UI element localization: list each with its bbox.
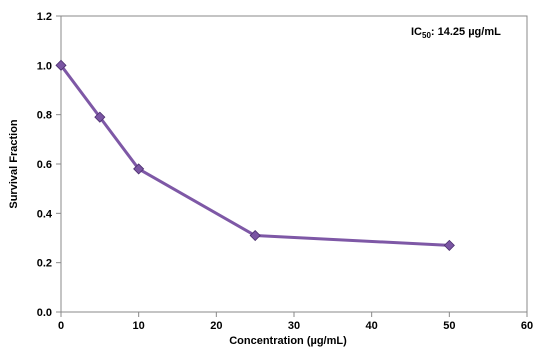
x-axis: 0 10 20 30 40 50 60 — [58, 312, 533, 332]
series-group — [55, 59, 455, 251]
x-tick-label: 10 — [133, 320, 145, 332]
x-tick-label: 60 — [521, 320, 533, 332]
x-tick-label: 20 — [210, 320, 222, 332]
ic50-prefix: IC — [411, 26, 422, 38]
data-point-marker — [55, 59, 67, 71]
data-point-marker — [94, 111, 106, 123]
y-tick-label: 0.0 — [37, 307, 52, 319]
y-tick-label: 0.6 — [37, 159, 52, 171]
y-tick-label: 1.0 — [37, 60, 52, 72]
series-line — [59, 64, 450, 247]
x-tick-label: 30 — [288, 320, 300, 332]
y-tick-label: 0.4 — [37, 208, 53, 220]
y-axis: 0.0 0.2 0.4 0.6 0.8 1.0 1.2 — [37, 11, 61, 319]
data-point-marker — [133, 163, 145, 175]
x-tick-label: 50 — [443, 320, 455, 332]
y-tick-label: 1.2 — [37, 11, 52, 23]
x-axis-title: Concentration (µg/mL) — [229, 335, 347, 347]
y-axis-title: Survival Fraction — [8, 119, 20, 209]
data-point-marker — [443, 239, 455, 251]
y-tick-label: 0.2 — [37, 258, 52, 270]
ic50-subscript: 50 — [422, 31, 431, 40]
x-tick-label: 0 — [58, 320, 64, 332]
data-point-marker — [249, 229, 261, 242]
y-tick-label: 0.8 — [37, 110, 52, 122]
x-tick-label: 40 — [366, 320, 378, 332]
ic50-value: : 14.25 µg/mL — [431, 26, 501, 38]
plot-area-frame — [60, 15, 528, 313]
ic50-annotation: IC50: 14.25 µg/mL — [411, 26, 501, 40]
